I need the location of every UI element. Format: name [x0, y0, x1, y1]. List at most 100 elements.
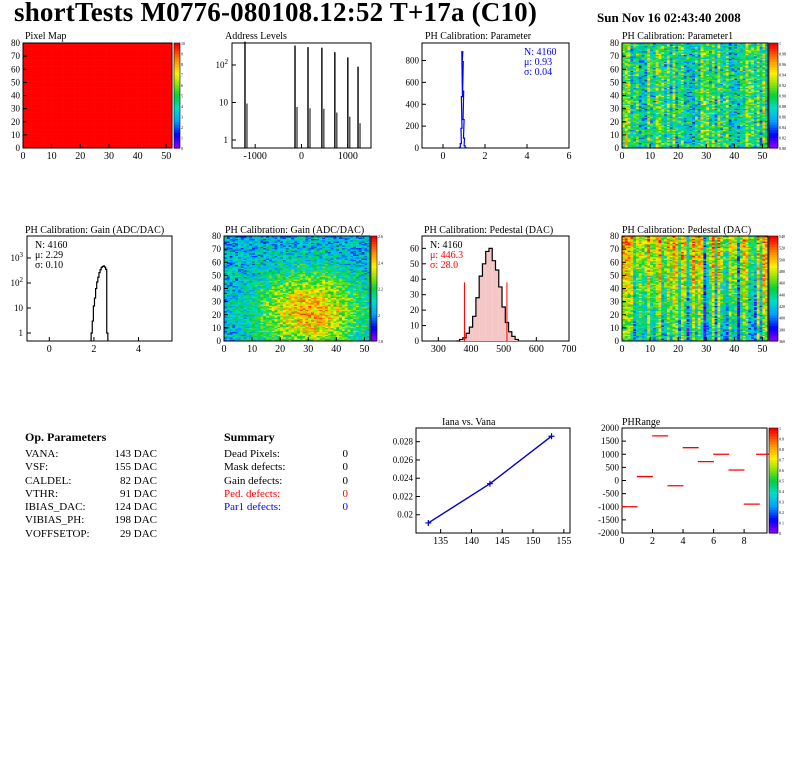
heatmap-cell [37, 65, 41, 67]
heatmap-cell [37, 109, 41, 112]
heatmap-cell [28, 115, 32, 117]
heatmap-cell [23, 137, 27, 140]
heatmap-cell [31, 128, 35, 130]
heatmap-cell [28, 109, 32, 112]
heatmap-cell [34, 44, 38, 46]
stats-sigma: σ: 0.04 [524, 67, 552, 78]
heatmap-cell [37, 136, 41, 138]
heatmap-cell [43, 83, 47, 86]
heatmap-cell [31, 56, 35, 58]
heatmap-cell [43, 115, 47, 117]
heatmap-cell [40, 78, 44, 81]
heatmap-cell [25, 117, 30, 120]
heatmap-cell [34, 61, 38, 63]
heatmap-cell [23, 54, 27, 57]
heatmap-cell [34, 46, 38, 49]
heatmap-cell [28, 102, 32, 104]
heatmap-cell [31, 146, 35, 149]
heatmap-cell [34, 69, 38, 71]
heatmap-cell [34, 103, 38, 105]
heatmap-cell [23, 45, 27, 48]
heatmap-cell [43, 112, 47, 115]
heatmap-cell [25, 128, 30, 130]
heatmap-cell [34, 67, 38, 70]
heatmap-cell [43, 57, 47, 60]
heatmap-cell [31, 145, 35, 147]
heatmap-cell [40, 140, 44, 142]
heatmap-cell [28, 104, 32, 107]
heatmap-cell [31, 127, 35, 129]
heatmap-cell [43, 75, 47, 78]
heatmap-cell [31, 98, 35, 100]
heatmap-cell [28, 117, 32, 120]
heatmap-cell [25, 56, 30, 58]
heatmap-cell [37, 100, 41, 103]
heatmap-cell [25, 60, 30, 62]
heatmap-cell [28, 106, 32, 108]
heatmap-cell [34, 86, 38, 88]
heatmap-cell [31, 61, 35, 63]
heatmap-cell [28, 107, 32, 109]
heatmap-cell [23, 82, 27, 84]
heatmap-cell [34, 137, 38, 140]
heatmap-cell [34, 129, 38, 132]
y-tick-label: 10 [219, 98, 229, 108]
heatmap-cell [40, 123, 44, 125]
heatmap-cell [37, 145, 41, 147]
heatmap-cell [23, 146, 27, 149]
heatmap-cell [31, 142, 35, 145]
heatmap-cell [40, 75, 44, 78]
heatmap-cell [23, 119, 27, 121]
x-tick-label: 10 [47, 151, 57, 162]
heatmap-cell [37, 50, 41, 53]
heatmap-cell [25, 66, 30, 69]
palette-label: 7 [181, 73, 183, 78]
heatmap-cell [28, 124, 32, 126]
heatmap-cell [34, 60, 38, 62]
y-tick-label: 10 [11, 130, 21, 140]
heatmap-cell [31, 82, 35, 84]
y-tick-label: 50 [11, 77, 21, 87]
heatmap-cell [40, 77, 44, 79]
heatmap-cell [37, 141, 41, 144]
y-tick-label: 30 [11, 104, 21, 114]
heatmap-cell [28, 140, 32, 142]
heatmap-cell [37, 96, 41, 99]
heatmap-cell [25, 86, 30, 88]
heatmap-cell [34, 106, 38, 108]
heatmap-cell [23, 96, 27, 99]
heatmap-cell [31, 65, 35, 67]
heatmap-cell [23, 112, 27, 115]
heatmap-cell [31, 78, 35, 81]
heatmap-cell [25, 81, 30, 83]
heatmap-cell [31, 73, 35, 75]
palette-label: 4 [181, 104, 183, 109]
heatmap-cell [28, 129, 32, 132]
heatmap-cell [40, 43, 44, 45]
heatmap-cell [23, 145, 27, 147]
heatmap-cell [31, 87, 35, 90]
heatmap-cell [23, 133, 27, 136]
heatmap-cell [37, 78, 41, 81]
heatmap-cell [43, 94, 47, 96]
heatmap-cell [43, 145, 47, 147]
heatmap-cell [40, 96, 44, 99]
heatmap-cell [43, 106, 47, 108]
heatmap-cell [25, 48, 30, 50]
heatmap-cell [37, 103, 41, 105]
heatmap-cell [40, 106, 44, 108]
heatmap-cell [34, 48, 38, 50]
heatmap-cell [40, 85, 44, 87]
heatmap-cell [43, 140, 47, 142]
heatmap-cell [23, 78, 27, 81]
heatmap-cell [34, 43, 38, 45]
heatmap-cell [28, 66, 32, 69]
heatmap-cell [34, 77, 38, 79]
heatmap-cell [31, 104, 35, 107]
heatmap-cell [25, 136, 30, 138]
heatmap-cell [25, 65, 30, 67]
heatmap-cell [37, 64, 41, 66]
heatmap-cell [34, 146, 38, 149]
heatmap-cell [34, 88, 38, 91]
heatmap-cell [31, 43, 35, 45]
